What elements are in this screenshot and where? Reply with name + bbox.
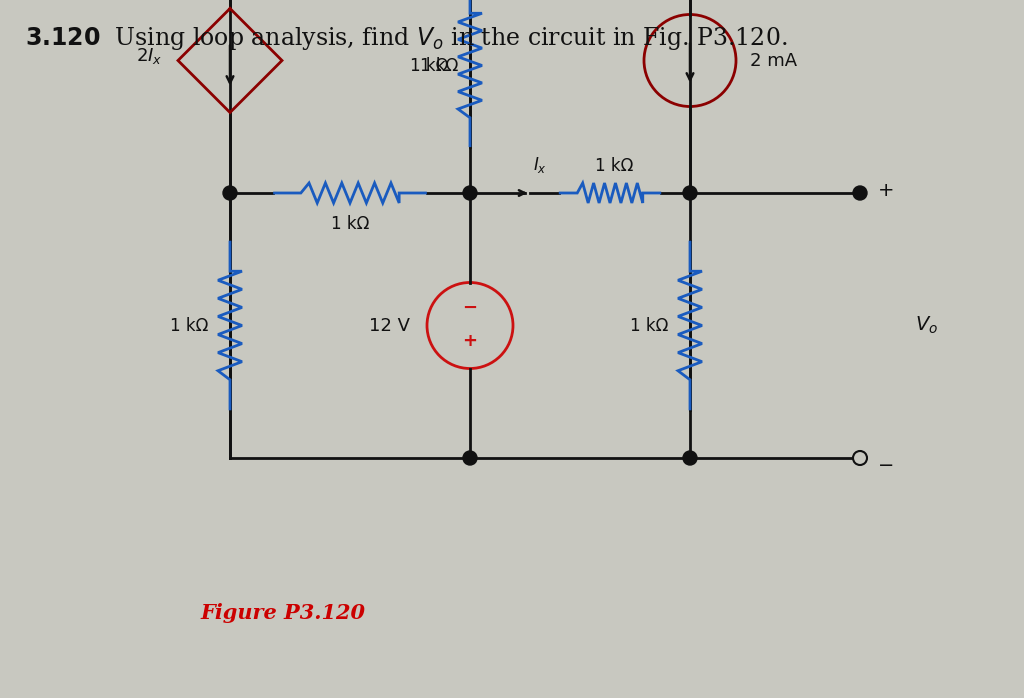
Text: 1 kΩ: 1 kΩ: [331, 215, 370, 233]
Text: 12 V: 12 V: [369, 316, 410, 334]
Text: 1 kΩ: 1 kΩ: [410, 57, 449, 75]
Text: $2I_x$: $2I_x$: [135, 45, 162, 66]
Text: 1 kΩ: 1 kΩ: [595, 157, 634, 175]
Text: $\mathbf{3.120}$  Using loop analysis, find $V_o$ in the circuit in Fig. P3.120.: $\mathbf{3.120}$ Using loop analysis, fi…: [25, 24, 787, 52]
Text: −: −: [878, 456, 894, 475]
Circle shape: [463, 186, 477, 200]
Text: $I_x$: $I_x$: [534, 155, 547, 175]
Circle shape: [683, 451, 697, 465]
Circle shape: [463, 451, 477, 465]
Circle shape: [223, 186, 237, 200]
Circle shape: [683, 186, 697, 200]
Circle shape: [853, 451, 867, 465]
Text: +: +: [463, 332, 477, 350]
Text: 1 kΩ: 1 kΩ: [170, 316, 208, 334]
Text: $V_o$: $V_o$: [915, 315, 938, 336]
Text: 2 mA: 2 mA: [750, 52, 797, 70]
Circle shape: [853, 186, 867, 200]
Text: 1 kΩ: 1 kΩ: [420, 57, 458, 75]
Text: +: +: [878, 181, 895, 200]
Text: Figure P3.120: Figure P3.120: [200, 603, 365, 623]
Text: 1 kΩ: 1 kΩ: [630, 316, 668, 334]
Text: −: −: [463, 299, 477, 316]
